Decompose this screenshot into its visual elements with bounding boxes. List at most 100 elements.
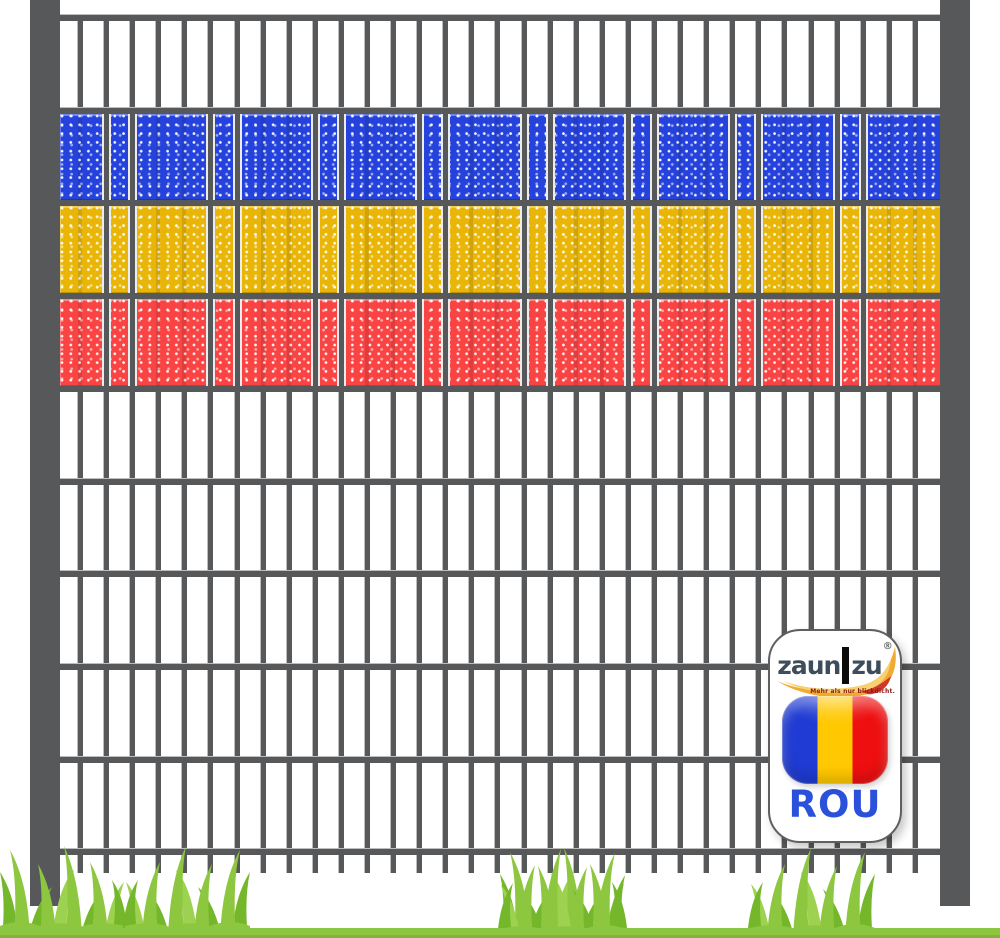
strip-weave-seam [286,113,291,201]
fence-bar-over-strip [858,113,868,201]
fence-vertical-bar [78,21,83,873]
fence-bar-over-strip [728,206,738,294]
fence-bar-over-strip [832,206,842,294]
fence-bar-over-strip [754,299,764,386]
fence-post-right [940,0,970,906]
fence-horizontal-rail [60,15,940,21]
fence-vertical-bar [391,21,397,873]
fence-bar-over-strip [232,206,242,294]
romania-flag-icon [782,696,888,784]
strip-weave-seam [391,299,396,386]
fence-horizontal-rail [60,756,940,763]
strip-weave-seam [260,299,265,386]
strip-weave-seam [364,206,369,294]
strip-weave-seam [678,299,683,386]
fence-bar-over-strip [232,299,242,386]
fence-bar-over-strip [441,113,451,201]
strip-weave-seam [886,299,891,386]
fence-bar-over-strip [102,113,112,201]
strip-weave-seam [599,206,604,294]
strip-weave-seam [78,299,82,386]
fence-bar-over-strip [310,206,320,294]
fence-vertical-bar [756,21,762,873]
strip-weave-seam [391,113,396,201]
fence-bar-over-strip [649,113,659,201]
fence-horizontal-rail [60,571,940,578]
strip-weave-seam [782,113,787,201]
fence-bar-over-strip [336,299,346,386]
logo-swoosh-graphic [777,647,896,697]
fence-bar-over-strip [649,299,659,386]
fence-vertical-bar [704,21,710,873]
strip-weave-seam [469,113,474,201]
strip-weave-seam [469,206,474,294]
strip-weave-seam [260,113,265,201]
fence-bar-over-strip [415,113,425,201]
fence-vertical-bar [312,21,318,873]
strip-weave-seam [260,206,265,294]
strip-weave-seam [156,206,161,294]
fence-bar-over-strip [415,206,425,294]
fence-bar-over-strip [545,206,555,294]
brand-country-badge: zaun zu ® Mehr als nur blickdicht. ROU [768,629,902,843]
strip-weave-seam [678,113,683,201]
fence-horizontal-rail [60,663,940,670]
fence-bar-over-strip [519,113,529,201]
fence-vertical-bar [651,21,657,873]
fence-vertical-bar [495,21,501,873]
brand-word-zu: zu [851,651,882,680]
grass-strip [0,846,1000,938]
fence-vertical-bar [364,21,370,873]
fence-bar-over-strip [336,113,346,201]
strip-weave-seam [678,206,683,294]
strip-weave-seam [364,299,369,386]
fence-bar-over-strip [649,206,659,294]
strip-weave-seam [573,299,578,386]
brand-logo: zaun zu ® Mehr als nur blickdicht. [773,639,897,697]
strip-weave-seam [704,206,709,294]
fence-vertical-bar [625,21,631,873]
strip-weave-seam [782,299,787,386]
strip-weave-seam [808,206,813,294]
brand-tagline: Mehr als nur blickdicht. [810,688,895,695]
strip-weave-seam [808,299,813,386]
fence-vertical-bar [156,21,162,873]
fence-bar-over-strip [310,113,320,201]
fence-bar-over-strip [623,206,633,294]
fence-bar-over-strip [545,113,555,201]
fence-vertical-bar [182,21,188,873]
fence-bar-over-strip [545,299,555,386]
strip-weave-seam [156,299,161,386]
fence-bar-over-strip [858,206,868,294]
fence-horizontal-rail [60,478,940,485]
fence-bar-over-strip [754,206,764,294]
strip-weave-seam [782,206,787,294]
fence-vertical-bar [417,21,423,873]
fence-bar-over-strip [128,299,138,386]
fence-vertical-bar [234,21,240,873]
fence-bar-over-strip [415,299,425,386]
fence-horizontal-rail [60,200,940,207]
fence-post-left [30,0,60,906]
fence-bar-over-strip [206,206,216,294]
fence-vertical-bar [599,21,605,873]
fence-horizontal-rail [60,849,940,856]
fence-vertical-bar [678,21,684,873]
flag-icon-gloss [782,696,888,784]
fence-vertical-bar [260,21,266,873]
strip-weave-seam [391,206,396,294]
fence-vertical-bar [730,21,736,873]
strip-weave-seam [573,206,578,294]
fence-bar-over-strip [519,299,529,386]
strip-weave-seam [912,206,917,294]
fence-bar-over-strip [336,206,346,294]
brand-wordmark: zaun zu ® [773,641,897,684]
fence-bar-over-strip [441,206,451,294]
strip-weave-seam [808,113,813,201]
strip-weave-seam [886,113,891,201]
fence-vertical-bar [886,21,892,873]
strip-weave-seam [182,206,187,294]
fence-vertical-bar [912,21,918,873]
fence-bar-over-strip [310,299,320,386]
strip-weave-seam [704,299,709,386]
